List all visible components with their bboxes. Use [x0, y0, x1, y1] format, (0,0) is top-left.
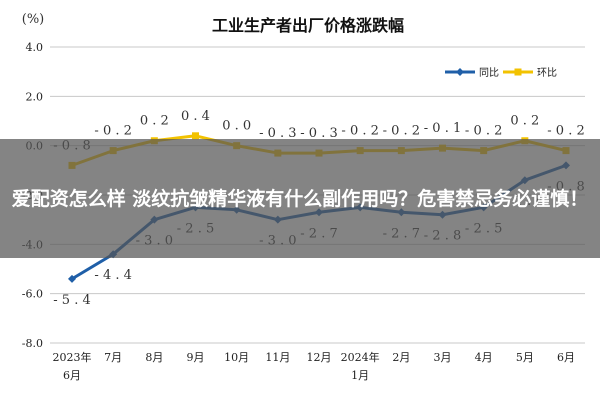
data-point: [192, 132, 199, 140]
x-tick-label: 2月: [392, 351, 410, 364]
legend-marker: [456, 68, 464, 76]
y-tick-label: -8.0: [22, 337, 43, 350]
y-tick-label: -6.0: [22, 288, 43, 301]
x-tick-label: 12月: [307, 351, 332, 364]
legend-label: 同比: [479, 67, 499, 79]
overlay-banner-text: 爱配资怎么样 淡纹抗皱精华液有什么副作用吗？危害禁忌务必谨慎！: [11, 187, 589, 210]
x-tick-label: 9月: [187, 351, 205, 364]
data-label: 0 . 2: [510, 114, 539, 129]
x-tick-label: 5月: [516, 351, 534, 364]
x-tick-label: 8月: [145, 351, 163, 364]
x-tick-label: 3月: [434, 351, 452, 364]
y-tick-label: 2.0: [26, 90, 44, 103]
x-tick-label: 6月: [557, 351, 575, 364]
data-point: [68, 274, 76, 283]
legend: 同比 环比: [445, 67, 557, 79]
x-tick-label: 11月: [265, 351, 290, 364]
x-tick-label: 2023年 6月: [53, 350, 92, 382]
x-axis-ticks: 2023年 6月 7月 8月 9月 10月 11月 12月 2024年 1月 2月 3月 4月 5月 6月: [53, 350, 576, 382]
chart-title: 工业生产者出厂价格涨跌幅: [212, 16, 404, 35]
legend-label: 环比: [537, 67, 557, 79]
data-label: - 5 . 4: [53, 293, 90, 308]
y-tick-label: 4.0: [26, 41, 44, 54]
data-label: - 0 . 2: [383, 124, 420, 139]
data-label: - 0 . 3: [300, 126, 337, 141]
data-label: - 0 . 2: [94, 124, 131, 139]
y-axis-unit: (%): [22, 12, 45, 27]
data-label: - 0 . 2: [547, 124, 584, 139]
x-tick-label: 10月: [224, 351, 249, 364]
data-label: - 4 . 4: [94, 268, 131, 283]
x-tick-label: 7月: [104, 351, 122, 364]
data-label: 0 . 4: [181, 109, 210, 124]
data-label: - 0 . 3: [259, 126, 296, 141]
data-label: 0 . 2: [140, 114, 169, 129]
legend-marker: [514, 68, 522, 76]
data-label: - 0 . 2: [341, 124, 378, 139]
x-tick-label: 2024年 1月: [341, 350, 380, 382]
overlay-banner: 爱配资怎么样 淡纹抗皱精华液有什么副作用吗？危害禁忌务必谨慎！: [0, 139, 600, 258]
data-label: - 0 . 1: [424, 121, 461, 136]
data-label: 0 . 0: [222, 119, 251, 134]
x-tick-label: 4月: [475, 351, 493, 364]
data-label: - 0 . 2: [465, 124, 502, 139]
